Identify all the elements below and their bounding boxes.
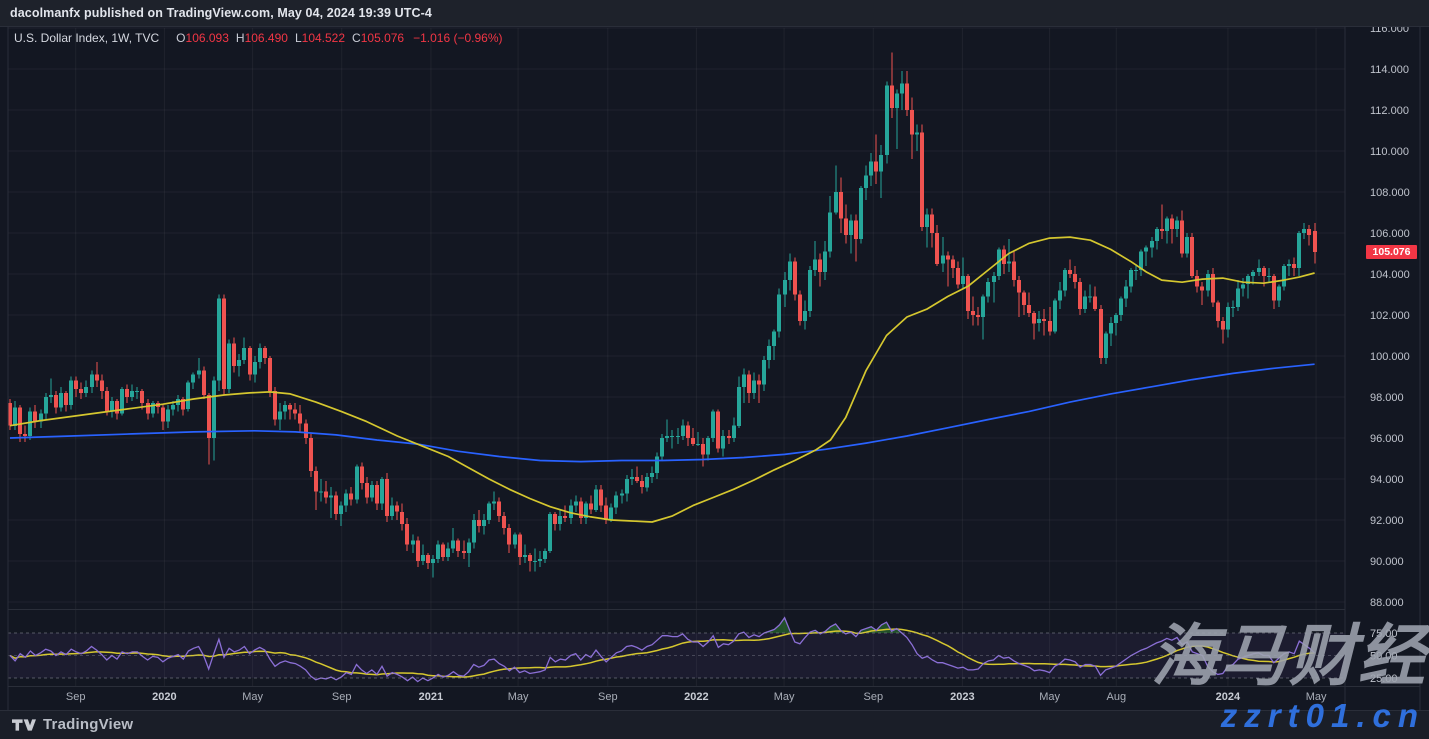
price-tick[interactable]: 102.000 [1370, 310, 1410, 322]
candles [8, 52, 1317, 578]
indicator-tick[interactable]: 50.00 [1370, 651, 1398, 663]
low-value: 104.522 [301, 31, 346, 45]
price-tick[interactable]: 88.000 [1370, 597, 1404, 609]
time-tick[interactable]: May [508, 691, 529, 703]
time-tick[interactable]: 2023 [950, 691, 974, 703]
open-value: 106.093 [185, 31, 229, 45]
low-label: L [294, 31, 302, 45]
time-tick[interactable]: May [1039, 691, 1060, 703]
time-tick[interactable]: Sep [864, 691, 884, 703]
high-label: H [235, 31, 245, 45]
footer-bar: TradingView [0, 710, 1429, 739]
indicator-tick[interactable]: 25.00 [1370, 673, 1398, 685]
tradingview-logo[interactable]: TradingView [12, 716, 133, 733]
price-tick[interactable]: 100.000 [1370, 351, 1410, 363]
change-value: −1.016 (−0.96%) [413, 31, 503, 45]
time-tick[interactable]: May [1306, 691, 1327, 703]
price-tick[interactable]: 96.000 [1370, 433, 1404, 445]
close-label: C [352, 31, 361, 45]
time-tick[interactable]: Sep [66, 691, 86, 703]
time-tick[interactable]: 2022 [684, 691, 708, 703]
price-tick[interactable]: 98.000 [1370, 392, 1404, 404]
publisher-text: dacolmanfx published on TradingView.com,… [10, 6, 432, 20]
price-tick[interactable]: 106.000 [1370, 228, 1410, 240]
watermark-url: zzrt01.cn [1220, 697, 1425, 734]
ma-fast-yellow [9, 236, 1315, 523]
high-value: 106.490 [244, 31, 288, 45]
publisher-bar: dacolmanfx published on TradingView.com,… [0, 0, 1429, 27]
oscillator-line [9, 616, 1316, 683]
close-value: 105.076 [360, 31, 405, 45]
symbol-title[interactable]: U.S. Dollar Index, 1W, TVC [14, 31, 160, 45]
tradingview-logo-icon [12, 718, 36, 731]
chart-legend: U.S. Dollar Index, 1W, TVC O106.093 H106.4… [14, 31, 503, 45]
time-tick[interactable]: 2024 [1216, 691, 1241, 703]
watermark-cjk: 海马财经 [1151, 619, 1427, 694]
indicator-tick[interactable]: 75.00 [1370, 628, 1398, 640]
ma-slow-blue [9, 363, 1315, 463]
time-tick[interactable]: Aug [1107, 691, 1127, 703]
price-tick[interactable]: 94.000 [1370, 474, 1404, 486]
price-tick[interactable]: 104.000 [1370, 269, 1410, 281]
time-tick[interactable]: 2021 [419, 691, 443, 703]
time-tick[interactable]: May [242, 691, 263, 703]
time-tick[interactable]: Sep [598, 691, 618, 703]
price-tick[interactable]: 112.000 [1370, 105, 1409, 117]
price-tick[interactable]: 92.000 [1370, 515, 1404, 527]
time-tick[interactable]: May [774, 691, 795, 703]
time-tick[interactable]: 2020 [152, 691, 176, 703]
tradingview-brand-text: TradingView [43, 716, 134, 733]
oscillator-ma-line [9, 628, 1315, 678]
price-tick[interactable]: 108.000 [1370, 187, 1410, 199]
price-tick[interactable]: 90.000 [1370, 556, 1404, 568]
time-tick[interactable]: Sep [332, 691, 352, 703]
price-tick[interactable]: 114.000 [1370, 64, 1409, 76]
last-price-label: 105.076 [1366, 245, 1417, 259]
open-label: O [176, 31, 186, 45]
price-tick[interactable]: 110.000 [1370, 146, 1409, 158]
